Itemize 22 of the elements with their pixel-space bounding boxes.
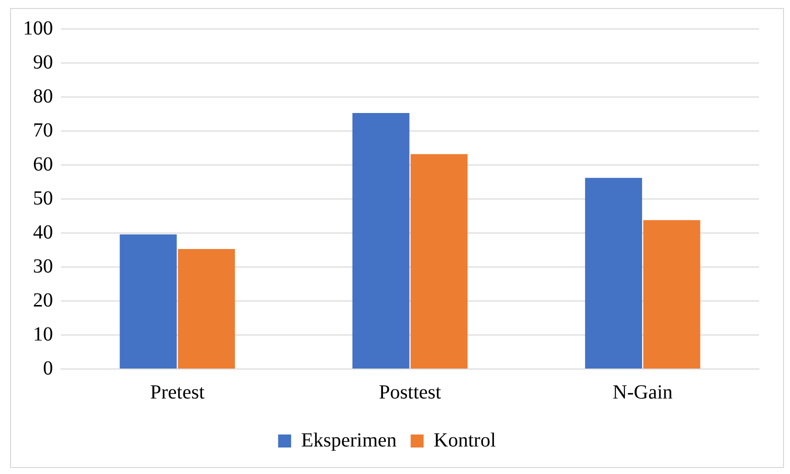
y-tick-label: 60 [33,153,53,176]
x-tick-label: Pretest [150,381,205,404]
y-tick-label: 80 [33,85,53,108]
y-tick-label: 90 [33,51,53,74]
y-tick-label: 20 [33,289,53,312]
y-tick-label: 50 [33,187,53,210]
bar [585,178,642,368]
x-tick-label: N-Gain [612,381,673,404]
bar [178,248,235,368]
y-tick-label: 30 [33,255,53,278]
bar [410,154,468,368]
bar [120,234,177,368]
legend-label: Kontrol [434,429,496,452]
bar [643,220,700,368]
y-tick-label: 10 [33,323,53,346]
bar [352,112,410,368]
y-tick-label: 40 [33,221,53,244]
legend-label: Eksperimen [301,429,397,452]
x-tick-label: Posttest [378,381,442,404]
y-tick-label: 0 [43,357,53,380]
y-tick-label: 100 [23,17,53,40]
y-tick-label: 70 [33,119,53,142]
